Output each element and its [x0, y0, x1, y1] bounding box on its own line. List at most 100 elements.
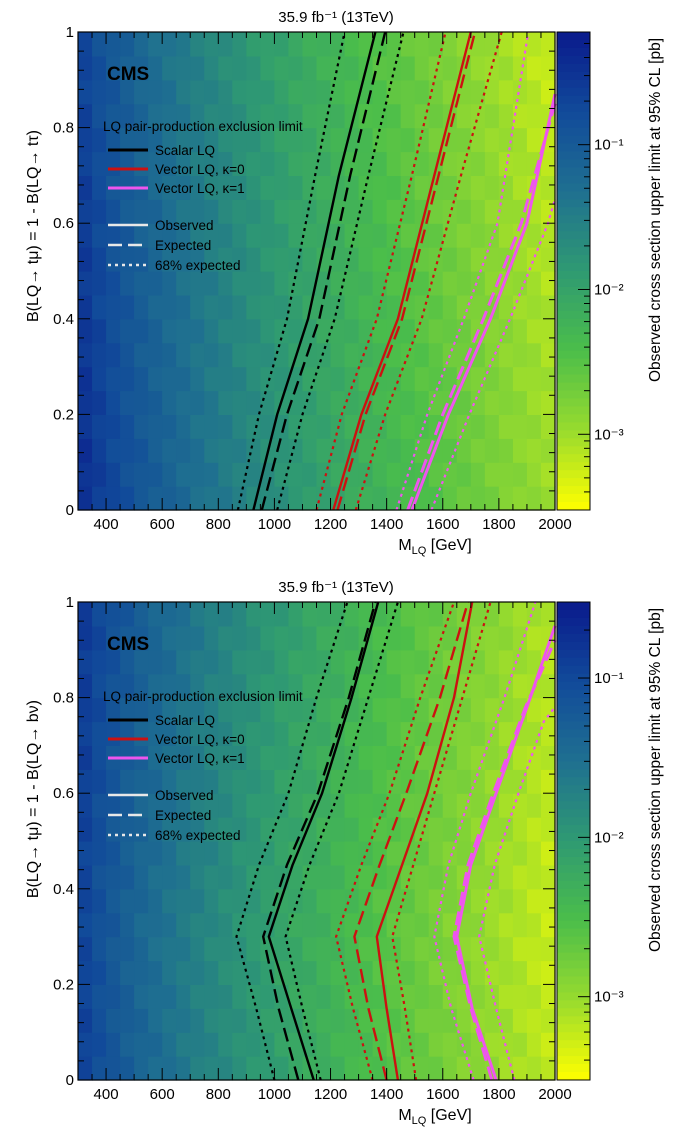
heatmap-cell	[358, 1032, 374, 1057]
heatmap-cell	[246, 223, 261, 248]
color-bar-segment	[557, 486, 590, 495]
heatmap-cell	[470, 721, 486, 746]
heatmap-cell	[232, 79, 247, 105]
heatmap-cell	[512, 936, 528, 962]
heatmap-cell	[442, 817, 458, 842]
heatmap-cell	[162, 936, 177, 962]
heatmap-cell	[232, 271, 247, 296]
heatmap-cell	[456, 462, 472, 487]
chart-svg: 400 600 800 1000 1200 1400 1600 1800 2000 0 0.2 0.4…	[25, 579, 664, 1127]
heatmap-cell	[498, 366, 514, 392]
heatmap-cell	[190, 32, 205, 57]
heatmap-cell	[330, 936, 346, 962]
heatmap-cell	[372, 697, 388, 723]
heatmap-cell	[344, 127, 360, 153]
heatmap-cell	[288, 936, 304, 962]
heatmap-cell	[232, 745, 247, 770]
heatmap-cell	[540, 1056, 556, 1081]
heatmap-cell	[148, 817, 163, 842]
heatmap-cell	[78, 342, 93, 368]
color-bar-segment	[557, 633, 590, 643]
heatmap-cell	[218, 1032, 233, 1057]
heatmap-cell	[540, 462, 556, 487]
heatmap-cell	[442, 247, 458, 272]
heatmap-cell	[246, 199, 261, 224]
color-bar-segment	[557, 127, 590, 137]
heatmap-cell	[232, 318, 247, 344]
heatmap-cell	[190, 199, 205, 224]
heatmap-cell	[316, 175, 332, 200]
heatmap-cell	[540, 342, 556, 368]
color-bar-segment	[557, 841, 590, 850]
heatmap-cell	[274, 912, 290, 938]
heatmap-cell	[106, 721, 121, 746]
heatmap-cell	[204, 697, 219, 723]
heatmap-cell	[470, 697, 486, 723]
heatmap-cell	[414, 366, 430, 392]
heatmap-cell	[330, 438, 346, 463]
heatmap-cell	[274, 175, 290, 200]
heatmap-cell	[400, 127, 416, 153]
heatmap-cell	[540, 793, 556, 818]
heatmap-cell	[176, 817, 191, 842]
color-bar-segment	[557, 904, 590, 914]
heatmap-cell	[176, 151, 191, 176]
heatmap-cell	[218, 342, 233, 368]
heatmap-cell	[218, 103, 233, 129]
heatmap-cell	[246, 414, 261, 439]
heatmap-cell	[498, 199, 514, 224]
heatmap-cell	[414, 602, 430, 627]
heatmap-cell	[92, 1008, 107, 1033]
heatmap-cell	[330, 1008, 346, 1033]
heatmap-cell	[232, 721, 247, 746]
heatmap-cell	[176, 79, 191, 105]
heatmap-cell	[134, 271, 149, 296]
heatmap-cell	[498, 175, 514, 200]
heatmap-cell	[386, 649, 402, 675]
color-bar-segment	[557, 785, 590, 794]
heatmap-cell	[78, 649, 93, 675]
heatmap-cell	[372, 318, 388, 344]
heatmap-cell	[92, 793, 107, 818]
heatmap-cell	[358, 342, 374, 368]
heatmap-cell	[148, 318, 163, 344]
heatmap-cell	[400, 649, 416, 675]
heatmap-cell	[204, 1008, 219, 1033]
heatmap-cell	[316, 602, 332, 627]
heatmap-cell	[316, 79, 332, 105]
heatmap-cell	[386, 175, 402, 200]
heatmap-cell	[400, 486, 416, 511]
heatmap-cell	[162, 1008, 177, 1033]
heatmap-cell	[260, 318, 276, 344]
heatmap-cell	[232, 486, 247, 511]
heatmap-cell	[540, 841, 556, 866]
heatmap-cell	[526, 414, 542, 439]
heatmap-cell	[204, 486, 219, 511]
heatmap-cell	[246, 55, 261, 81]
color-bar-segment	[557, 729, 590, 738]
heatmap-cell	[148, 175, 163, 200]
color-bar-segment	[557, 952, 590, 961]
heatmap-cell	[218, 32, 233, 57]
heatmap-cell	[232, 127, 247, 153]
heatmap-cell	[218, 697, 233, 723]
color-bar-segment	[557, 896, 590, 906]
color-bar-segment	[557, 278, 590, 288]
heatmap-cell	[204, 199, 219, 224]
heatmap-cell	[204, 984, 219, 1009]
heatmap-cell	[358, 247, 374, 272]
heatmap-cell	[176, 673, 191, 699]
heatmap-cell	[120, 1032, 135, 1057]
limit-line-model1-68-expected	[354, 31, 503, 511]
heatmap-cell	[218, 390, 233, 415]
heatmap-cell	[232, 793, 247, 818]
heatmap-cell	[470, 888, 486, 914]
heatmap-cell	[106, 793, 121, 818]
color-bar-segment	[557, 657, 590, 667]
heatmap-cell	[218, 414, 233, 439]
heatmap-cell	[204, 103, 219, 129]
color-bar-segment	[557, 864, 590, 874]
heatmap-cell	[400, 199, 416, 224]
heatmap-cell	[498, 486, 514, 511]
heatmap-cell	[386, 462, 402, 487]
